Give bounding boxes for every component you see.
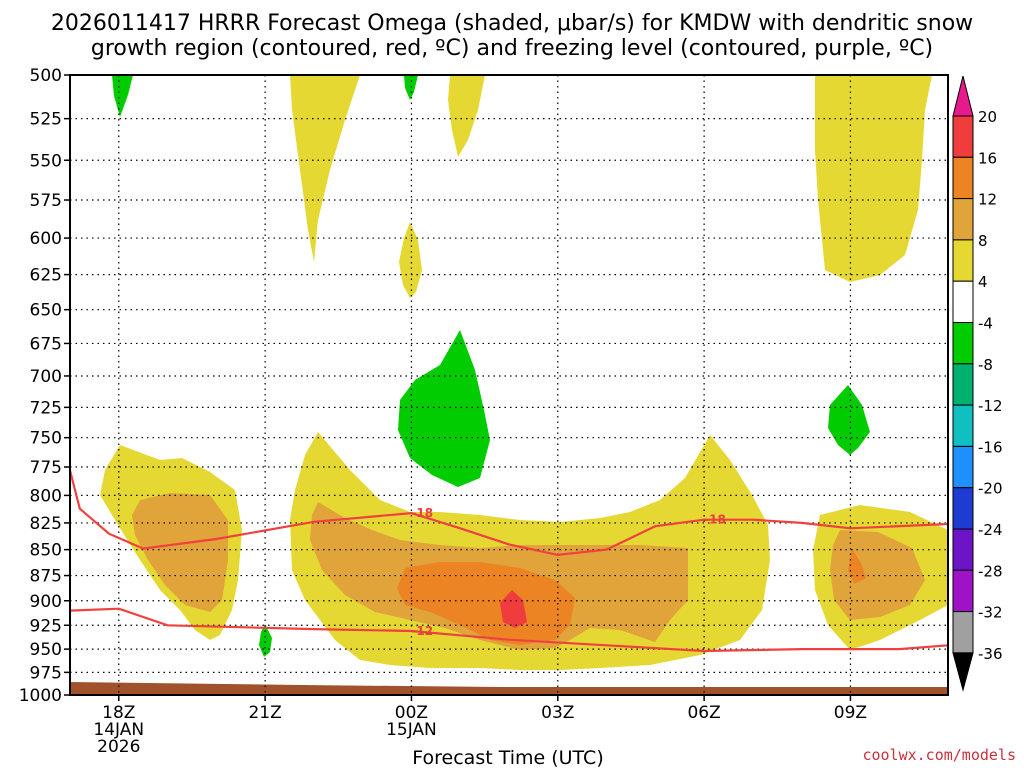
omega-region-orange <box>397 562 575 645</box>
colorbar: 20 16 12 8 4 -4 -8 -12 -16 -20 -24 -28 -32 -36 <box>952 75 1003 692</box>
x-tick-label: 21Z <box>248 703 281 723</box>
credit-text: coolwx.com/models <box>862 746 1016 764</box>
y-tick-label: 575 <box>30 191 62 211</box>
x-tick-label: 2026 <box>97 737 140 757</box>
y-tick-label: 600 <box>30 229 62 249</box>
y-tick-label: 675 <box>30 334 62 354</box>
x-tick-label: 06Z <box>687 703 720 723</box>
y-tick-label: 1000 <box>19 686 62 706</box>
y-axis: 500 525 550 575 600 625 650 675 700 725 750 775 800 8… <box>19 66 70 706</box>
colorbar-label: -36 <box>978 645 1003 663</box>
colorbar-label: -28 <box>978 562 1003 580</box>
colorbar-segment <box>952 198 974 241</box>
omega-region-green <box>398 330 490 487</box>
colorbar-label: -12 <box>978 397 1003 415</box>
omega-region-gold <box>132 493 228 612</box>
contour-line <box>70 470 948 557</box>
contour-label: -12 <box>411 624 433 638</box>
colorbar-label: -16 <box>978 438 1003 456</box>
y-tick-label: 750 <box>30 429 62 449</box>
contour-label: -18 <box>411 506 433 520</box>
colorbar-segment <box>952 280 974 324</box>
y-tick-label: 950 <box>30 640 62 660</box>
colorbar-segment <box>952 363 974 406</box>
colorbar-label: 8 <box>978 232 988 250</box>
contour-line <box>70 607 948 653</box>
y-tick-label: 500 <box>30 66 62 86</box>
colorbar-label: -24 <box>978 521 1003 539</box>
omega-region-yellow <box>448 75 485 157</box>
colorbar-label: 12 <box>978 191 997 209</box>
omega-region-green <box>828 385 870 455</box>
y-tick-label: 875 <box>30 567 62 587</box>
colorbar-segment <box>952 322 974 365</box>
y-tick-label: 900 <box>30 592 62 612</box>
colorbar-arrow-top <box>952 75 974 117</box>
y-tick-label: 700 <box>30 367 62 387</box>
x-tick-label: 15JAN <box>386 720 437 740</box>
y-tick-label: 925 <box>30 616 62 636</box>
y-tick-label: 550 <box>30 151 62 171</box>
colorbar-segment <box>952 156 974 200</box>
y-tick-label: 775 <box>30 458 62 478</box>
colorbar-label: -32 <box>978 604 1003 622</box>
temperature-contours <box>70 470 948 653</box>
y-tick-label: 525 <box>30 110 62 130</box>
x-tick-label: 09Z <box>834 703 867 723</box>
colorbar-label: -4 <box>978 315 993 333</box>
y-tick-label: 825 <box>30 514 62 534</box>
y-tick-label: 650 <box>30 301 62 321</box>
colorbar-label: -20 <box>978 480 1003 498</box>
colorbar-segment <box>952 404 974 447</box>
omega-shading <box>70 75 948 695</box>
contour-labels: -18 -18 -12 <box>411 506 726 638</box>
colorbar-segment <box>952 569 974 613</box>
colorbar-segment <box>952 487 974 530</box>
x-tick-label: 18Z <box>102 703 135 723</box>
omega-region-yellow <box>399 222 422 298</box>
omega-region-red <box>500 590 527 628</box>
colorbar-segment <box>952 115 974 158</box>
x-tick-label: 00Z <box>395 703 428 723</box>
omega-region-yellow <box>290 75 360 262</box>
contour-label: -18 <box>704 513 726 527</box>
x-tick-label: 14JAN <box>93 720 144 740</box>
y-tick-label: 850 <box>30 541 62 561</box>
colorbar-segment <box>952 445 974 489</box>
y-tick-label: 625 <box>30 266 62 286</box>
chart-title-line-2: growth region (contoured, red, ºC) and f… <box>91 36 933 61</box>
colorbar-label: -8 <box>978 356 993 374</box>
omega-region-green <box>112 75 133 117</box>
plot-frame <box>69 74 949 696</box>
colorbar-label: 4 <box>978 273 988 291</box>
colorbar-segment <box>952 239 974 282</box>
colorbar-segment <box>952 528 974 571</box>
omega-region-yellow <box>815 75 932 282</box>
x-tick-label: 03Z <box>541 703 574 723</box>
ground-surface <box>70 682 948 695</box>
y-tick-label: 975 <box>30 663 62 683</box>
colorbar-arrow-bottom <box>952 652 974 692</box>
chart-title-line-1: 2026011417 HRRR Forecast Omega (shaded, … <box>51 11 973 36</box>
y-tick-label: 800 <box>30 486 62 506</box>
y-tick-label: 725 <box>30 398 62 418</box>
colorbar-label: 20 <box>978 108 997 126</box>
colorbar-segment <box>952 611 974 654</box>
x-axis-label: Forecast Time (UTC) <box>412 747 603 768</box>
colorbar-label: 16 <box>978 149 997 167</box>
